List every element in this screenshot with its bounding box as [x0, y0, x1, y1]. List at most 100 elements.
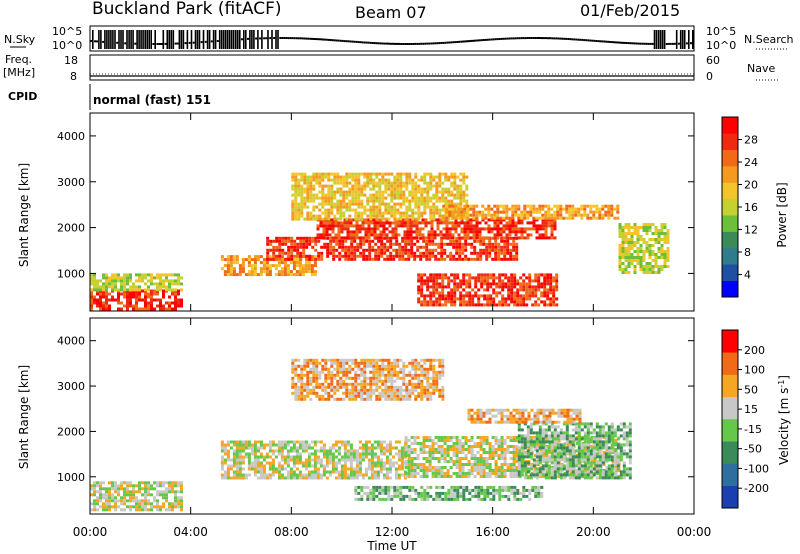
- data-cell: [479, 472, 483, 475]
- data-cell: [302, 242, 306, 246]
- data-cell: [465, 273, 469, 277]
- data-cell: [387, 181, 391, 185]
- data-cell: [497, 251, 501, 255]
- data-cell: [235, 440, 239, 444]
- data-cell: [429, 175, 433, 179]
- nsky-point: [690, 42, 692, 45]
- nsky-point: [184, 42, 187, 45]
- data-cell: [493, 227, 497, 231]
- data-cell: [428, 448, 432, 451]
- data-cell: [523, 207, 527, 211]
- data-cell: [292, 470, 296, 474]
- data-cell: [376, 227, 380, 231]
- data-cell: [274, 273, 278, 277]
- data-cell: [144, 496, 147, 500]
- data-cell: [404, 242, 408, 246]
- data-cell: [413, 251, 417, 255]
- data-cell: [352, 452, 356, 456]
- data-cell: [99, 484, 102, 488]
- data-cell: [304, 458, 308, 462]
- data-cell: [488, 442, 492, 445]
- data-cell: [441, 214, 445, 218]
- data-cell: [150, 289, 153, 293]
- data-cell: [147, 304, 150, 308]
- data-cell: [499, 204, 503, 208]
- data-cell: [135, 505, 138, 509]
- data-cell: [295, 461, 299, 465]
- data-cell: [339, 190, 343, 194]
- data-cell: [338, 245, 342, 249]
- data-cell: [512, 472, 516, 475]
- data-cell: [506, 451, 510, 454]
- data-cell: [463, 224, 467, 228]
- data-cell: [144, 273, 147, 277]
- data-cell: [141, 493, 144, 497]
- data-cell: [232, 473, 236, 477]
- data-cell: [286, 452, 290, 456]
- nsky-bar: [655, 30, 658, 49]
- data-cell: [428, 239, 432, 243]
- data-cell: [509, 472, 513, 475]
- data-cell: [459, 294, 463, 298]
- data-cell: [434, 242, 438, 246]
- data-cell: [333, 190, 337, 194]
- data-cell: [506, 463, 510, 466]
- data-cell: [463, 221, 467, 225]
- data-cell: [645, 244, 649, 247]
- data-cell: [135, 502, 138, 506]
- data-cell: [425, 445, 429, 448]
- data-cell: [459, 279, 463, 283]
- data-cell: [277, 467, 281, 471]
- data-cell: [370, 227, 374, 231]
- data-cell: [293, 254, 297, 258]
- data-cell: [407, 439, 411, 442]
- data-cell: [484, 216, 488, 220]
- data-cell: [326, 248, 330, 252]
- data-cell: [90, 484, 93, 488]
- nsky-point: [635, 42, 638, 45]
- data-cell: [473, 248, 477, 252]
- data-cell: [156, 276, 159, 280]
- data-cell: [444, 202, 448, 206]
- data-cell: [478, 233, 482, 237]
- data-cell: [238, 458, 242, 462]
- data-cell: [277, 476, 281, 480]
- data-cell: [108, 298, 111, 302]
- nsky-bar: [675, 30, 678, 49]
- data-cell: [141, 307, 144, 311]
- data-cell: [286, 455, 290, 459]
- data-cell: [504, 297, 508, 301]
- data-cell: [168, 484, 171, 488]
- data-cell: [307, 267, 311, 271]
- data-cell: [277, 264, 281, 268]
- data-cell: [387, 187, 391, 191]
- data-cell: [346, 443, 350, 447]
- data-cell: [435, 300, 439, 304]
- data-cell: [357, 181, 361, 185]
- data-cell: [515, 439, 519, 442]
- data-cell: [300, 175, 304, 179]
- data-cell: [465, 291, 469, 295]
- data-cell: [353, 239, 357, 243]
- data-cell: [344, 248, 348, 252]
- data-cell: [411, 190, 415, 194]
- data-cell: [313, 470, 317, 474]
- data-cell: [627, 247, 631, 250]
- data-cell: [363, 211, 367, 215]
- data-cell: [378, 190, 382, 194]
- data-cell: [449, 448, 453, 451]
- nsky-point: [484, 38, 487, 41]
- data-cell: [593, 469, 597, 472]
- data-cell: [645, 265, 649, 268]
- data-cell: [301, 270, 305, 274]
- nsky-point: [482, 39, 485, 41]
- data-cell: [663, 241, 667, 244]
- data-cell: [262, 270, 266, 274]
- data-cell: [330, 196, 334, 200]
- data-cell: [397, 221, 401, 225]
- data-cell: [401, 245, 405, 249]
- data-cell: [470, 445, 474, 448]
- data-cell: [580, 213, 584, 217]
- data-cell: [326, 236, 330, 240]
- data-cell: [414, 202, 418, 206]
